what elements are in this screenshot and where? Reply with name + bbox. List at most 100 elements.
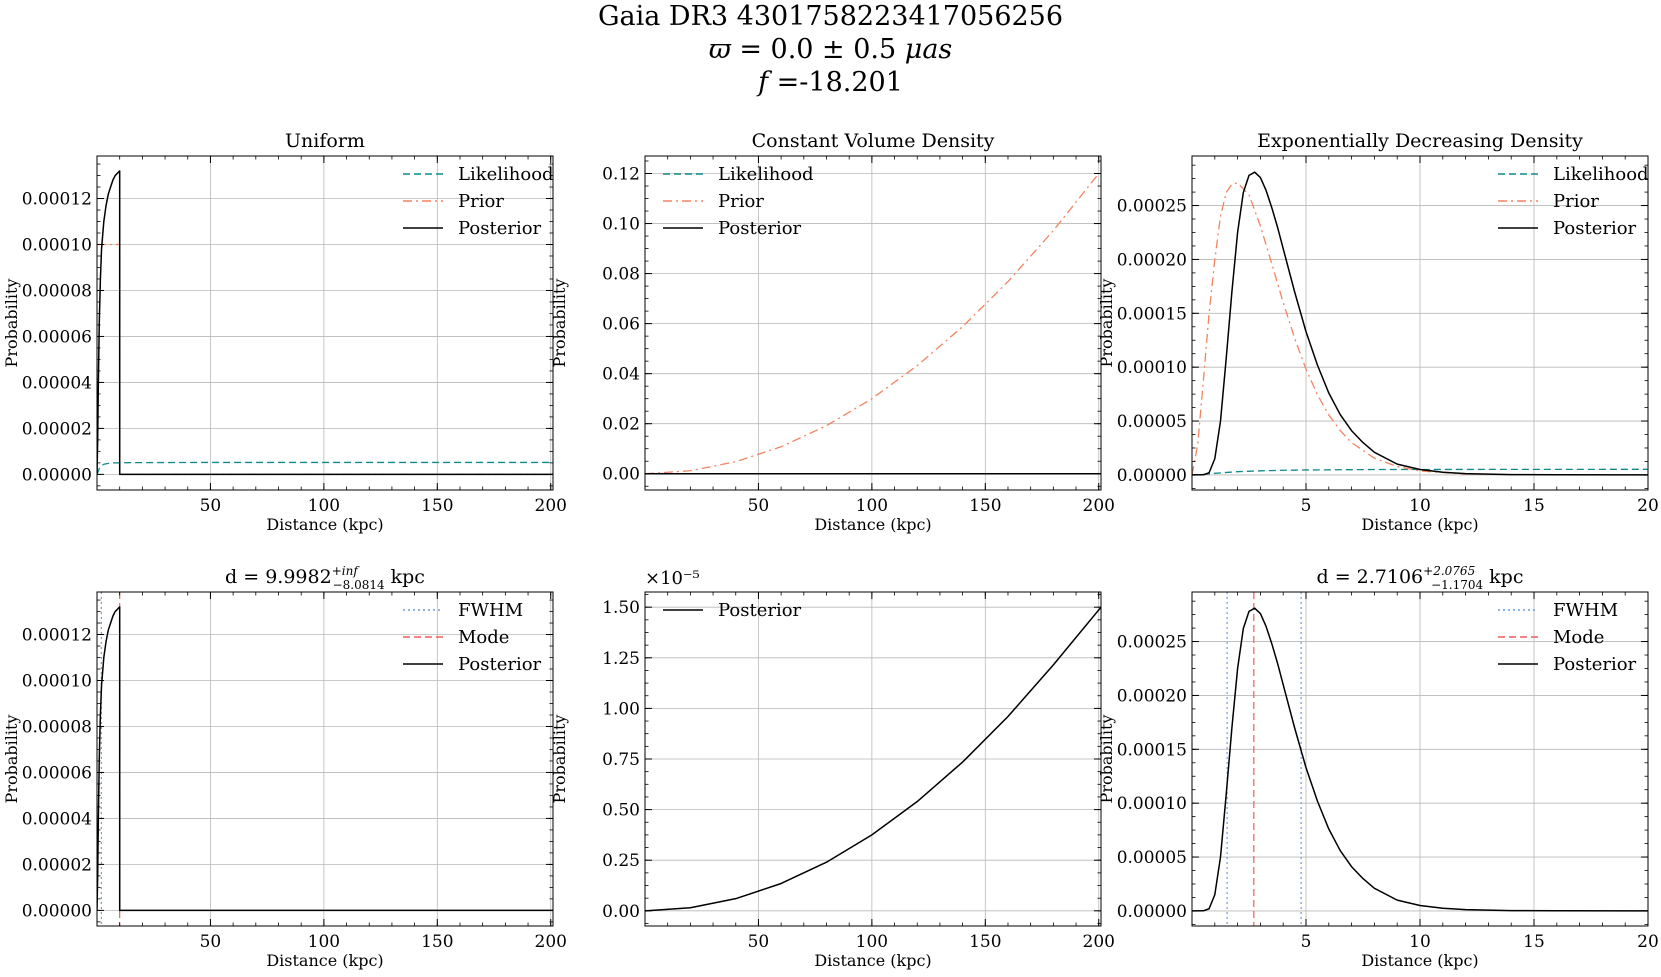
parallax-symbol: ϖ (708, 34, 731, 65)
subplot-5: 50 100 150 200 0.00 0.25 0.50 0.75 1.00 1.25 1.50 D… (550, 568, 1115, 970)
x-axis-label: Distance (kpc) (814, 515, 931, 534)
y-tick-label: 0.00006 (22, 763, 92, 783)
y-tick-label: 0.00012 (22, 626, 92, 646)
parallax-value: = 0.0 ± 0.5 (730, 34, 905, 65)
y-tick-label: 0.00000 (1117, 902, 1187, 922)
series-posterior (645, 606, 1101, 912)
x-tick-label: 50 (200, 932, 222, 952)
x-tick-label: 5 (1301, 932, 1312, 952)
x-tick-label: 150 (969, 496, 1001, 516)
legend-label-posterior: Posterior (458, 218, 542, 239)
suptitle-line-2: ϖ = 0.0 ± 0.5 μas (0, 33, 1661, 66)
legend-label-fwhm: FWHM (1553, 600, 1618, 621)
legend-label-prior: Prior (458, 191, 504, 212)
y-offset-label: ×10⁻⁵ (645, 568, 700, 589)
y-tick-label: 0.00015 (1117, 304, 1187, 324)
plot-area (1192, 171, 1648, 476)
plot-area (1192, 592, 1648, 926)
x-axis-label: Distance (kpc) (814, 951, 931, 970)
legend-label-posterior: Posterior (1553, 218, 1637, 239)
subplot-title: Constant Volume Density (752, 130, 995, 152)
y-tick-label: 0.00025 (1117, 633, 1187, 653)
y-tick-label: 0.00000 (22, 465, 92, 485)
y-tick-label: 0.50 (602, 801, 640, 821)
x-tick-label: 20 (1637, 496, 1659, 516)
y-tick-label: 0.00020 (1117, 686, 1187, 706)
subplot-title: Uniform (285, 130, 365, 152)
subplot-6: 5 10 15 20 0.00000 0.00005 0.00010 0.00015 0.000… (1097, 564, 1659, 970)
figure-suptitle: Gaia DR3 4301758223417056256 ϖ = 0.0 ± 0… (0, 0, 1661, 99)
y-tick-label: 1.50 (602, 598, 640, 618)
subplot-2: 50 100 150 200 0.00 0.02 0.04 0.06 0.08 0.10 0.12 D… (550, 130, 1115, 534)
x-tick-label: 10 (1409, 932, 1431, 952)
x-tick-label: 10 (1409, 496, 1431, 516)
y-tick-label: 1.00 (602, 699, 640, 719)
legend-label-prior: Prior (718, 191, 764, 212)
series-prior (1192, 182, 1648, 476)
y-axis-label: Probability (2, 279, 21, 368)
series-prior (645, 173, 1100, 475)
legend-label-mode: Mode (1553, 627, 1604, 648)
y-tick-label: 0.00 (602, 465, 640, 485)
y-tick-label: 0.00008 (22, 717, 92, 737)
y-tick-label: 0.00012 (22, 190, 92, 210)
legend-label-mode: Mode (458, 627, 509, 648)
x-tick-label: 200 (1083, 932, 1115, 952)
x-tick-label: 150 (421, 932, 453, 952)
plot-area (645, 606, 1101, 912)
x-tick-label: 50 (748, 932, 770, 952)
x-axis-label: Distance (kpc) (1361, 515, 1478, 534)
y-tick-label: 0.00020 (1117, 250, 1187, 270)
x-tick-label: 100 (308, 932, 340, 952)
x-tick-label: 50 (748, 496, 770, 516)
axes-frame (96, 591, 554, 927)
x-axis-label: Distance (kpc) (266, 515, 383, 534)
legend-label-prior: Prior (1553, 191, 1599, 212)
y-tick-label: 0.00010 (22, 671, 92, 691)
y-axis-label: Probability (1097, 715, 1116, 804)
y-tick-label: 0.10 (602, 215, 640, 235)
fractional-error-symbol: f (758, 67, 769, 98)
legend-label-posterior: Posterior (458, 654, 542, 675)
y-tick-label: 0.25 (602, 851, 640, 871)
x-tick-label: 100 (308, 496, 340, 516)
subplot-3: 5 10 15 20 0.00000 0.00005 0.00010 0.00015 0.000… (1097, 130, 1659, 534)
legend-label-posterior: Posterior (1553, 654, 1637, 675)
y-tick-label: 0.06 (602, 315, 640, 335)
subplot-title: d = 9.9982+inf −8.0814 kpc (225, 564, 425, 592)
y-tick-label: 1.25 (602, 649, 640, 669)
y-tick-label: 0.00000 (1117, 466, 1187, 486)
subplot-title: d = 2.7106+2.0765 −1.1704 kpc (1317, 564, 1524, 592)
subplot-title: Exponentially Decreasing Density (1257, 130, 1583, 152)
y-tick-label: 0.00008 (22, 281, 92, 301)
y-tick-label: 0.00002 (22, 855, 92, 875)
suptitle-line-1: Gaia DR3 4301758223417056256 (597, 1, 1064, 32)
legend-label-likelihood: Likelihood (1553, 164, 1649, 185)
series-posterior (1192, 171, 1648, 476)
legend-label-posterior: Posterior (718, 218, 802, 239)
y-tick-label: 0.00004 (22, 373, 92, 393)
y-tick-label: 0.00010 (22, 235, 92, 255)
y-tick-label: 0.02 (602, 415, 640, 435)
y-tick-label: 0.08 (602, 265, 640, 285)
series-posterior (97, 606, 553, 912)
x-tick-label: 100 (856, 496, 888, 516)
x-tick-label: 100 (856, 932, 888, 952)
x-tick-label: 200 (535, 932, 567, 952)
plot-area (645, 173, 1101, 475)
y-axis-label: Probability (550, 279, 569, 368)
y-tick-label: 0.00 (602, 902, 640, 922)
axes-frame (96, 155, 554, 491)
y-axis-label: Probability (1097, 279, 1116, 368)
y-tick-label: 0.12 (602, 165, 640, 185)
x-tick-label: 15 (1523, 496, 1545, 516)
series-posterior (1192, 607, 1648, 912)
plot-area (97, 592, 553, 926)
subplot-4: 50 100 150 200 0.00000 0.00002 0.00004 0.00006 0… (2, 564, 567, 970)
y-tick-label: 0.00006 (22, 327, 92, 347)
y-tick-label: 0.00005 (1117, 412, 1187, 432)
y-tick-label: 0.00010 (1117, 794, 1187, 814)
plot-area (97, 170, 553, 476)
y-tick-label: 0.75 (602, 750, 640, 770)
